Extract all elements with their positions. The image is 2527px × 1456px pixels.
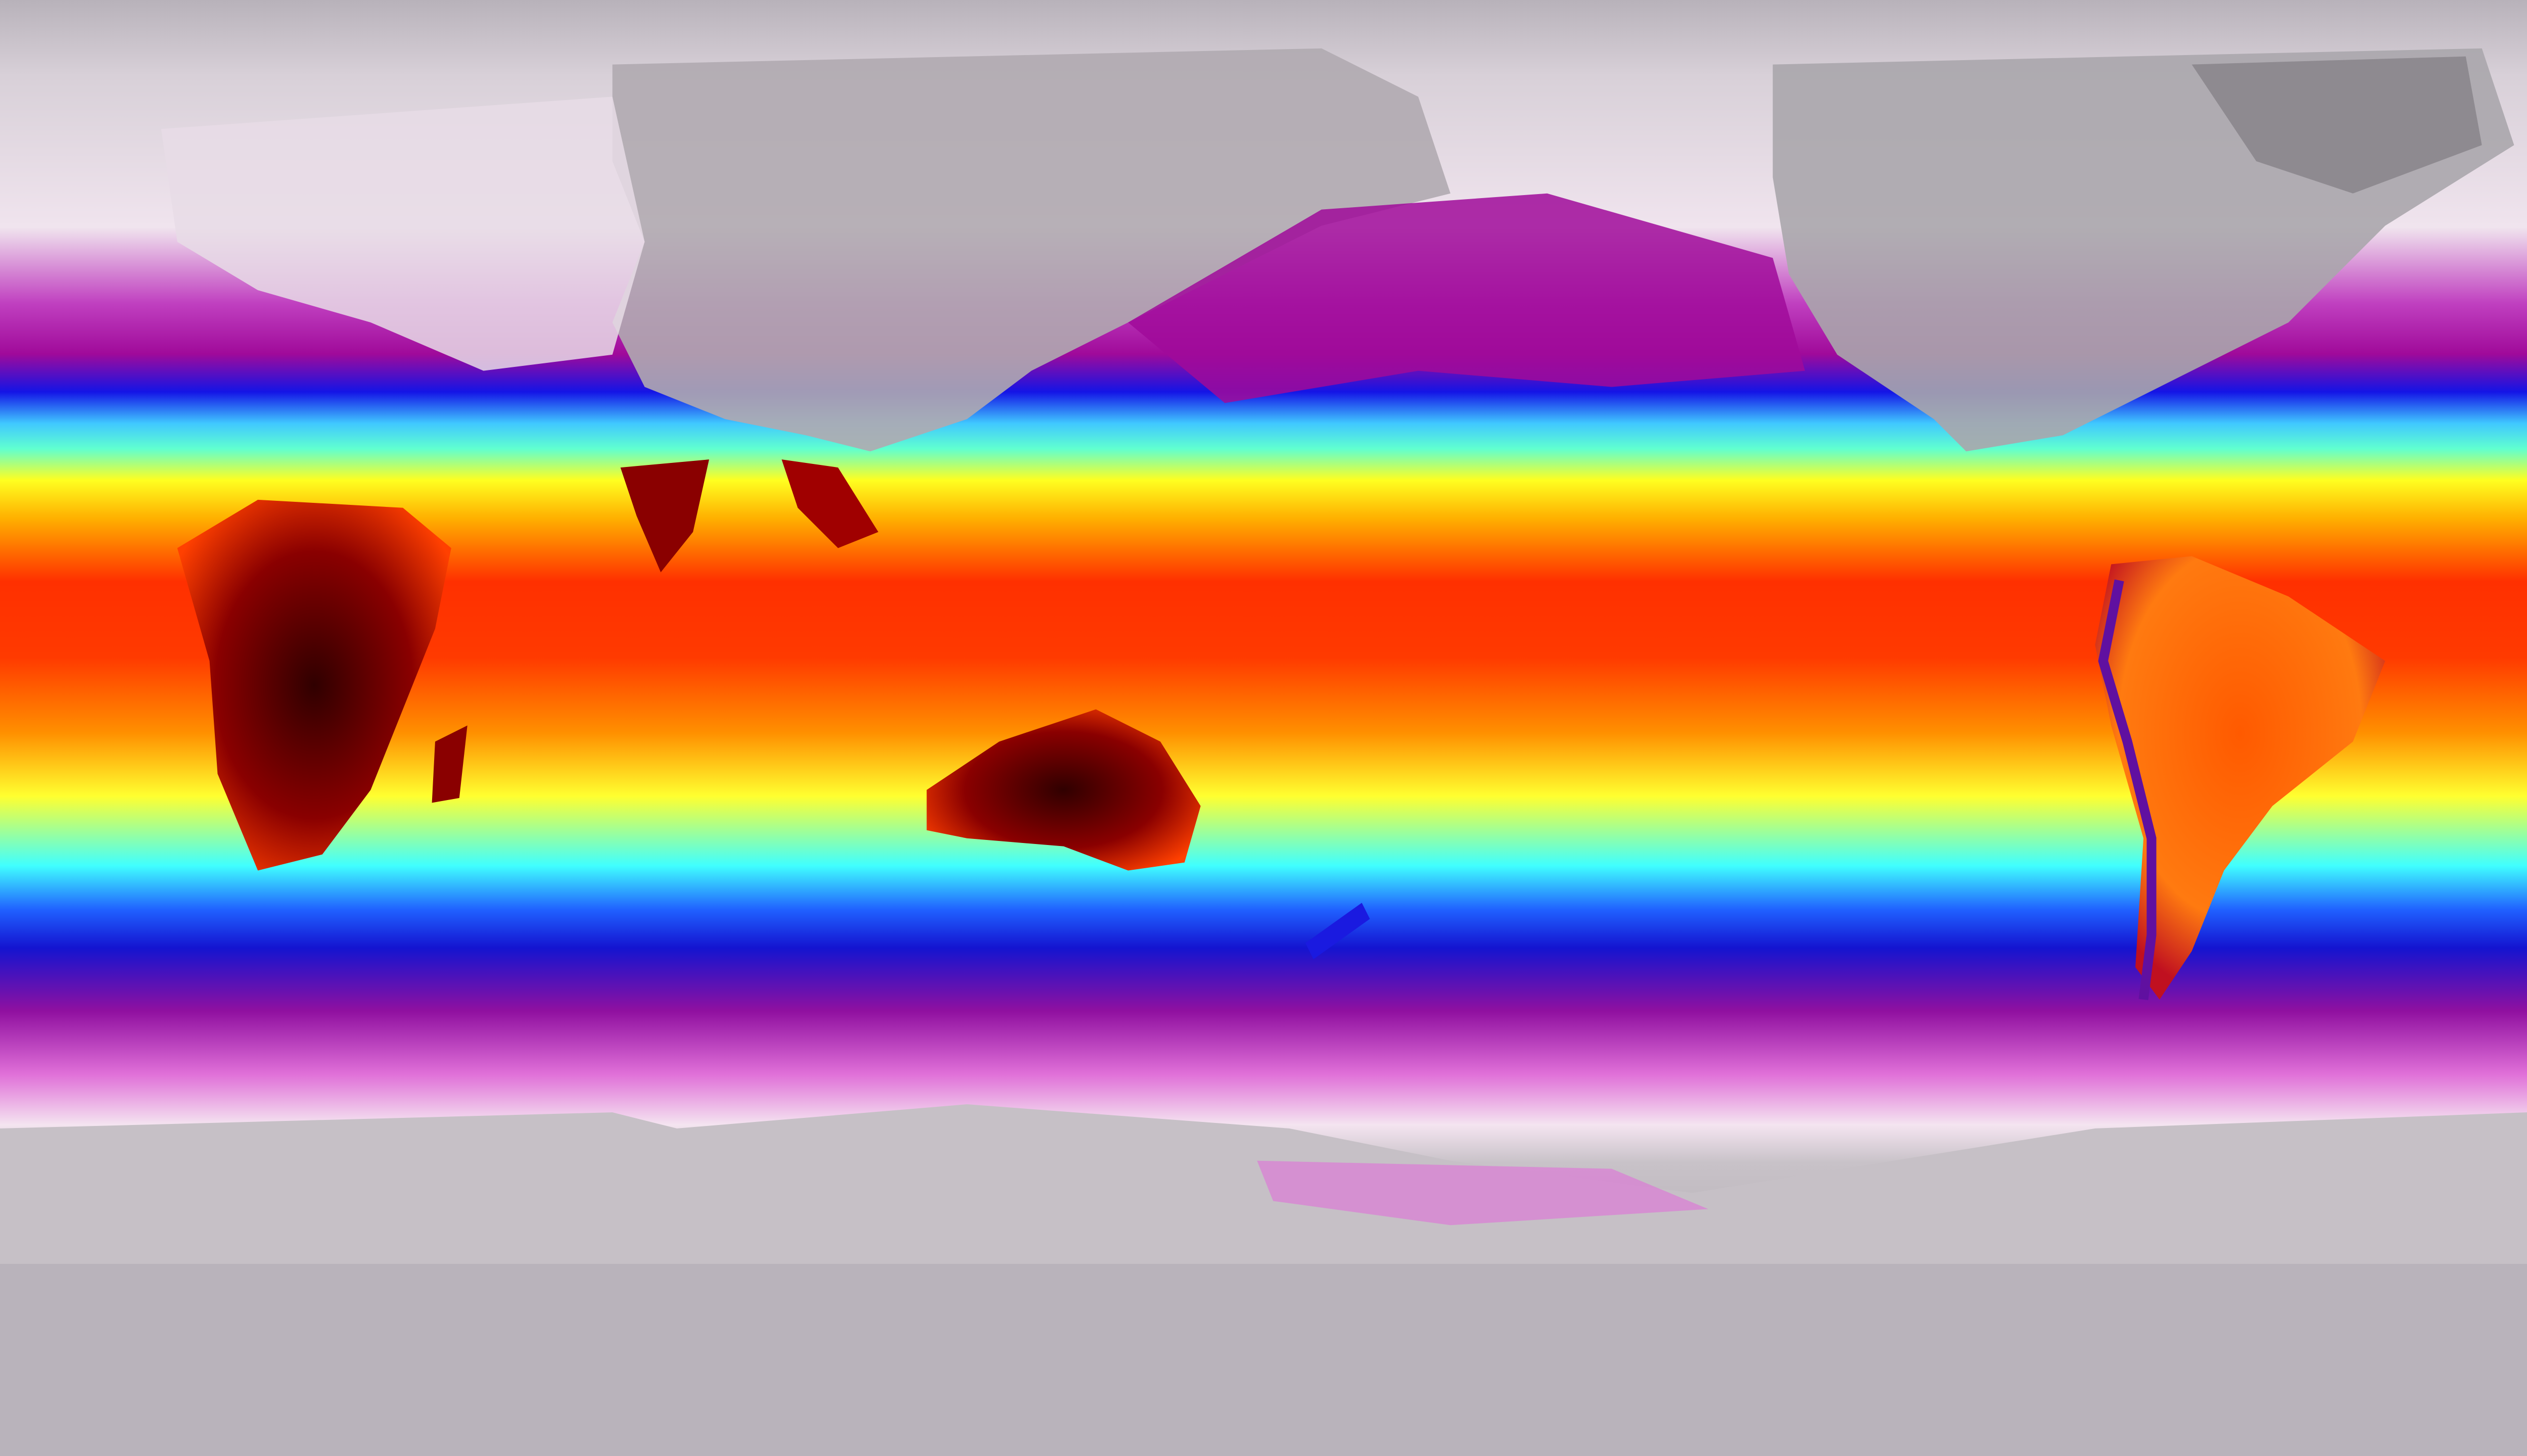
southeast-asia-landmass — [781, 459, 878, 548]
andes-ridge — [2098, 579, 2157, 1000]
madagascar-landmass — [432, 725, 467, 803]
eurasia-landmass — [612, 48, 1450, 452]
greenland-landmass — [2191, 56, 2482, 194]
india-landmass — [620, 459, 710, 573]
south-america-landmass — [2095, 556, 2385, 1000]
africa-landmass — [177, 499, 451, 871]
temperature-map — [0, 0, 2527, 1264]
antarctic-coast-cold — [1257, 1160, 1709, 1226]
new-zealand-landmass — [1305, 903, 1370, 959]
europe-landmass — [161, 97, 645, 371]
north-pacific-cold-tongue — [1128, 193, 1805, 403]
australia-landmass — [926, 709, 1201, 871]
antarctica-landmass — [0, 1104, 2527, 1264]
